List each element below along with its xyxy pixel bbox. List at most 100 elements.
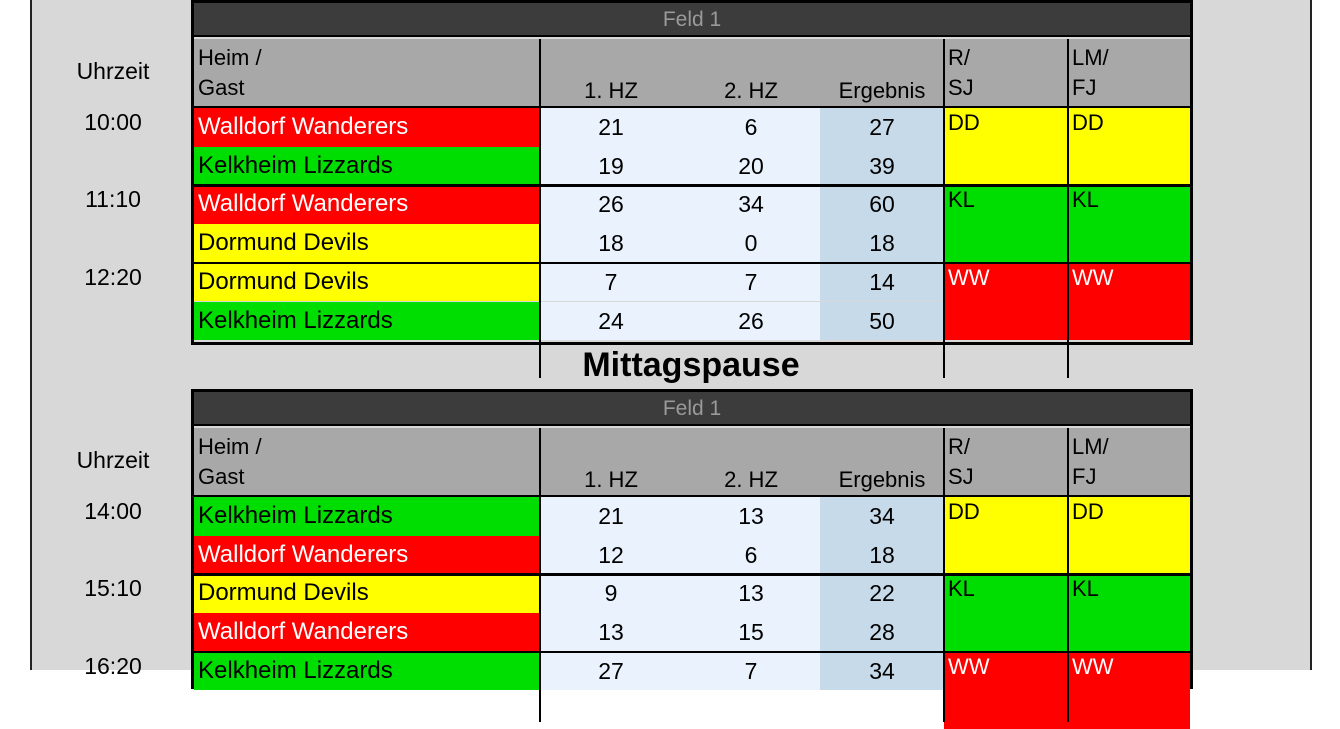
match-divider bbox=[194, 573, 1190, 576]
team-name: Dormund Devils bbox=[194, 574, 540, 614]
second-half-score: 26 bbox=[682, 301, 820, 341]
match-time: 11:10 bbox=[85, 186, 141, 213]
home-guest-header: Heim / Gast bbox=[194, 428, 540, 497]
first-half-score: 21 bbox=[540, 497, 682, 536]
referee-code: DD bbox=[944, 108, 1068, 186]
field-header: Feld 1 bbox=[194, 392, 1190, 426]
line-judge-code: WW bbox=[1068, 262, 1190, 341]
second-half-score: 7 bbox=[682, 262, 820, 302]
team-name: Dormund Devils bbox=[194, 262, 540, 302]
rs-sj-header-line-1: R/ bbox=[948, 45, 970, 70]
match-time: 15:10 bbox=[84, 575, 142, 602]
result-score: 39 bbox=[820, 146, 944, 186]
result-score: 18 bbox=[820, 535, 944, 575]
match-time: 16:20 bbox=[84, 652, 142, 679]
team-name: Kelkheim Lizzards bbox=[194, 651, 540, 691]
second-half-score: 15 bbox=[682, 613, 820, 652]
result-score: 34 bbox=[820, 651, 944, 691]
second-half-header: 2. HZ bbox=[682, 428, 820, 497]
column-divider bbox=[943, 428, 945, 722]
referee-code: WW bbox=[944, 262, 1068, 341]
result-score: 28 bbox=[820, 613, 944, 652]
header-divider bbox=[194, 106, 1190, 108]
first-half-score: 27 bbox=[540, 651, 682, 691]
first-half-score: 12 bbox=[540, 535, 682, 575]
schedule-table: Feld 1 Heim / Gast 1. HZ 2. HZ Ergebnis R/SJ LM… bbox=[191, 389, 1193, 729]
second-half-score: 13 bbox=[682, 574, 820, 614]
referee-code: WW bbox=[944, 651, 1068, 729]
line-judge-code: DD bbox=[1068, 497, 1190, 575]
rs-sj-header-line-2: SJ bbox=[948, 75, 974, 100]
lm-fj-header-label: LM/FJ bbox=[1072, 432, 1109, 492]
result-score: 22 bbox=[820, 574, 944, 614]
result-score: 50 bbox=[820, 301, 944, 341]
line-judge-code: KL bbox=[1068, 185, 1190, 263]
column-divider bbox=[943, 39, 945, 378]
first-half-score: 9 bbox=[540, 574, 682, 614]
team-name: Kelkheim Lizzards bbox=[194, 497, 540, 536]
first-half-header-label: 1. HZ bbox=[584, 78, 638, 103]
second-half-score: 13 bbox=[682, 497, 820, 536]
first-half-score: 18 bbox=[540, 224, 682, 263]
home-guest-label: Heim / Gast bbox=[198, 43, 262, 103]
second-half-score: 7 bbox=[682, 651, 820, 691]
team-name: Walldorf Wanderers bbox=[194, 613, 540, 652]
result-score: 14 bbox=[820, 262, 944, 302]
lm-fj-header-line-1: LM/ bbox=[1072, 434, 1109, 459]
team-name: Walldorf Wanderers bbox=[194, 535, 540, 575]
referee-code: DD bbox=[944, 497, 1068, 575]
home-guest-line-2: Gast bbox=[198, 464, 245, 489]
team-name: Walldorf Wanderers bbox=[194, 108, 540, 147]
result-score: 27 bbox=[820, 108, 944, 147]
schedule-table: Feld 1 Heim / Gast 1. HZ 2. HZ Ergebnis R/SJ LM… bbox=[191, 0, 1193, 378]
column-divider bbox=[1067, 39, 1069, 378]
lm-fj-header-line-2: FJ bbox=[1072, 464, 1097, 489]
match-time: 14:00 bbox=[84, 498, 142, 524]
result-header: Ergebnis bbox=[820, 39, 944, 108]
second-half-header-label: 2. HZ bbox=[724, 78, 778, 103]
second-half-header: 2. HZ bbox=[682, 39, 820, 108]
home-guest-header: Heim / Gast bbox=[194, 39, 540, 108]
home-guest-label: Heim / Gast bbox=[198, 432, 262, 492]
line-judge-code: KL bbox=[1068, 574, 1190, 652]
lunch-break-heading: Mittagspause bbox=[582, 346, 800, 384]
match-time: 10:00 bbox=[84, 109, 142, 135]
rs-sj-header-label: R/SJ bbox=[948, 432, 974, 492]
column-divider bbox=[539, 428, 541, 722]
home-guest-line-1: Heim / bbox=[198, 434, 262, 459]
result-header: Ergebnis bbox=[820, 428, 944, 497]
rs-sj-header-line-1: R/ bbox=[948, 434, 970, 459]
first-half-header: 1. HZ bbox=[540, 39, 682, 108]
home-guest-line-1: Heim / bbox=[198, 45, 262, 70]
second-half-score: 6 bbox=[682, 108, 820, 147]
column-divider bbox=[539, 39, 541, 378]
header-divider bbox=[194, 495, 1190, 497]
time-column-header: Uhrzeit bbox=[76, 58, 150, 84]
first-half-score: 24 bbox=[540, 301, 682, 341]
rs-sj-header: R/SJ bbox=[944, 428, 1068, 497]
first-half-score: 21 bbox=[540, 108, 682, 147]
referee-code: KL bbox=[944, 185, 1068, 263]
second-half-header-label: 2. HZ bbox=[724, 467, 778, 492]
referee-code: KL bbox=[944, 574, 1068, 652]
result-header-label: Ergebnis bbox=[838, 78, 926, 103]
line-judge-code: DD bbox=[1068, 108, 1190, 186]
lm-fj-header-line-2: FJ bbox=[1072, 75, 1097, 100]
first-half-header: 1. HZ bbox=[540, 428, 682, 497]
rs-sj-header-label: R/SJ bbox=[948, 43, 974, 103]
second-half-score: 20 bbox=[682, 146, 820, 186]
first-half-score: 13 bbox=[540, 613, 682, 652]
result-header-label: Ergebnis bbox=[838, 467, 926, 492]
team-name: Kelkheim Lizzards bbox=[194, 301, 540, 341]
team-name: Kelkheim Lizzards bbox=[194, 146, 540, 186]
lm-fj-header: LM/FJ bbox=[1068, 39, 1190, 108]
lm-fj-header-label: LM/FJ bbox=[1072, 43, 1109, 103]
team-name: Dormund Devils bbox=[194, 224, 540, 263]
lm-fj-header: LM/FJ bbox=[1068, 428, 1190, 497]
match-divider bbox=[194, 261, 1190, 265]
second-half-score: 6 bbox=[682, 535, 820, 575]
first-half-header-label: 1. HZ bbox=[584, 467, 638, 492]
second-half-score: 34 bbox=[682, 185, 820, 225]
result-score: 34 bbox=[820, 497, 944, 536]
second-half-score: 0 bbox=[682, 224, 820, 263]
